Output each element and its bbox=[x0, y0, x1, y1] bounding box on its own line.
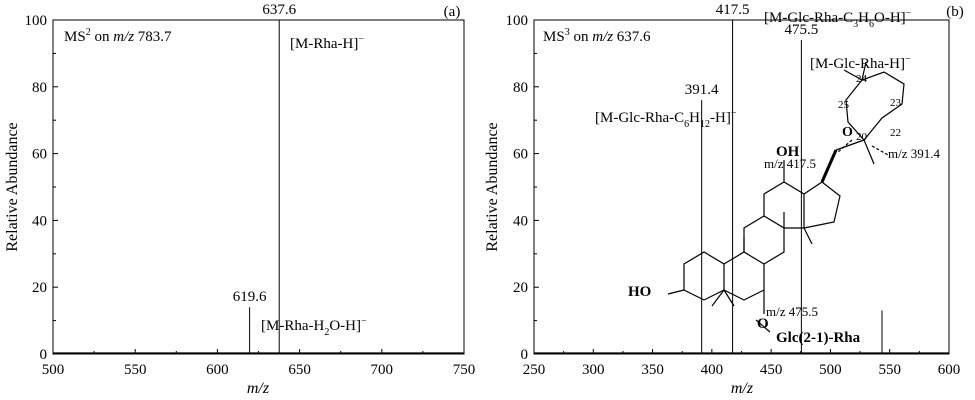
glyco-o-label: O bbox=[757, 316, 769, 332]
x-tick-label: 600 bbox=[206, 362, 229, 378]
x-axis-label-a: m/z bbox=[247, 380, 270, 397]
ring-o-label: O bbox=[842, 125, 853, 140]
y-tick-label: 80 bbox=[513, 80, 528, 96]
ho-bond bbox=[667, 289, 685, 295]
panel-label-a: (a) bbox=[444, 4, 461, 20]
y-tick-label: 20 bbox=[513, 280, 528, 296]
peak-mz-label: 417.5 bbox=[716, 2, 750, 18]
y-tick-label: 100 bbox=[25, 13, 48, 29]
peak-annotation-b-391: [M-Glc-Rha-C6H12-H]− bbox=[595, 108, 737, 130]
peak-mz-label: 391.4 bbox=[685, 82, 719, 98]
frag-arrow bbox=[871, 145, 891, 157]
side-chain-bond bbox=[863, 139, 875, 165]
x-tick-label: 550 bbox=[878, 362, 901, 378]
side-chain-bond bbox=[820, 149, 838, 183]
y-tick-label: 20 bbox=[32, 280, 47, 296]
peak-mz-label: 637.6 bbox=[262, 2, 296, 18]
x-tick-label: 350 bbox=[641, 362, 664, 378]
x-tick-label: 500 bbox=[819, 362, 842, 378]
c22-label: 22 bbox=[890, 127, 901, 139]
peak-annotation-b-475: [M-Glc-Rha-H]− bbox=[810, 54, 911, 72]
x-tick-label: 550 bbox=[124, 362, 147, 378]
c23-label: 23 bbox=[890, 97, 902, 109]
x-tick-label: 300 bbox=[582, 362, 605, 378]
y-axis-label-a: Relative Abundance bbox=[4, 122, 21, 251]
x-axis-label-b: m/z bbox=[731, 380, 754, 397]
ring-a-bond bbox=[703, 289, 725, 301]
peak-annotation-a-637: [M-Rha-H]− bbox=[290, 34, 364, 52]
x-tick-label: 250 bbox=[523, 362, 546, 378]
peak-annotation-a-619: [M-Rha-H2O-H]− bbox=[261, 316, 367, 338]
panel-label-b: (b) bbox=[946, 4, 964, 20]
x-tick-label: 450 bbox=[760, 362, 783, 378]
y-tick-label: 60 bbox=[513, 147, 528, 163]
ring-a bbox=[683, 251, 725, 301]
c25-label: 25 bbox=[838, 99, 850, 111]
y-tick-label: 80 bbox=[32, 80, 47, 96]
frag-cross bbox=[755, 319, 771, 333]
x-tick-label: 600 bbox=[938, 362, 961, 378]
x-tick-label: 400 bbox=[701, 362, 724, 378]
side-chain-bond bbox=[835, 139, 865, 151]
y-tick-label: 60 bbox=[32, 147, 47, 163]
methyl-bond bbox=[711, 289, 725, 307]
peak-annotation-b-417: [M-Glc-Rha-C3H6O-H]− bbox=[764, 8, 912, 30]
chart-title-b: MS3 on m/z 637.6 bbox=[543, 27, 651, 45]
oxane-ring bbox=[845, 71, 905, 141]
x-axis-b: 250 300 350 400 450 500 550 600 bbox=[523, 349, 961, 378]
panel-b: 0 20 40 60 80 100 250 300 350 400 450 500 550 600 39… bbox=[484, 2, 964, 397]
oh-label: OH bbox=[776, 144, 800, 160]
x-tick-label: 750 bbox=[453, 362, 476, 378]
ring-d bbox=[763, 181, 805, 229]
chart-title-a: MS2 on m/z 783.7 bbox=[64, 27, 172, 45]
peak-mz-label: 475.5 bbox=[785, 22, 819, 38]
y-tick-label: 40 bbox=[32, 213, 47, 229]
peaks-a: 619.6 637.6 bbox=[53, 2, 464, 354]
y-axis-a: 0 20 40 60 80 100 bbox=[25, 13, 58, 363]
ring-b bbox=[723, 251, 765, 301]
y-axis-b: 0 20 40 60 80 100 bbox=[506, 13, 539, 363]
y-tick-label: 40 bbox=[513, 213, 528, 229]
y-tick-label: 0 bbox=[40, 347, 48, 363]
methyl-bond bbox=[861, 61, 867, 81]
peak-mz-label: 619.6 bbox=[233, 289, 267, 305]
c20-label: 20 bbox=[856, 131, 868, 143]
methyl-bond bbox=[723, 289, 735, 307]
x-tick-label: 650 bbox=[288, 362, 311, 378]
ring-c bbox=[743, 215, 785, 265]
x-tick-label: 700 bbox=[371, 362, 394, 378]
ho-label: HO bbox=[628, 284, 651, 300]
x-axis-a: 500 550 600 650 700 750 bbox=[42, 349, 476, 378]
methyl-bond bbox=[843, 69, 863, 81]
y-tick-label: 0 bbox=[521, 347, 529, 363]
peaks-b: 391.4 417.5 475.5 bbox=[534, 2, 949, 354]
ring-e bbox=[803, 181, 841, 229]
y-axis-label-b: Relative Abundance bbox=[484, 122, 501, 251]
c24-label: 24 bbox=[856, 73, 868, 85]
y-tick-label: 100 bbox=[506, 13, 529, 29]
methyl-bond bbox=[803, 227, 813, 245]
frag-475-label: m/z 475.5 bbox=[766, 304, 818, 319]
panel-a: 0 20 40 60 80 100 500 550 600 650 700 750 619.6 637… bbox=[4, 2, 475, 397]
frag-arrow bbox=[837, 139, 853, 153]
structure-labels: OH HO O Glc(2-1)-Rha O 20 22 23 24 25 m/… bbox=[628, 73, 940, 346]
sugar-label: Glc(2-1)-Rha bbox=[776, 330, 861, 346]
frag-391-label: m/z 391.4 bbox=[888, 146, 940, 161]
x-tick-label: 500 bbox=[42, 362, 65, 378]
chemical-structure bbox=[667, 61, 905, 333]
frag-417-label: m/z 417.5 bbox=[764, 156, 816, 171]
